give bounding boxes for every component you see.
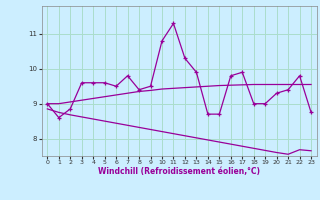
- X-axis label: Windchill (Refroidissement éolien,°C): Windchill (Refroidissement éolien,°C): [98, 167, 260, 176]
